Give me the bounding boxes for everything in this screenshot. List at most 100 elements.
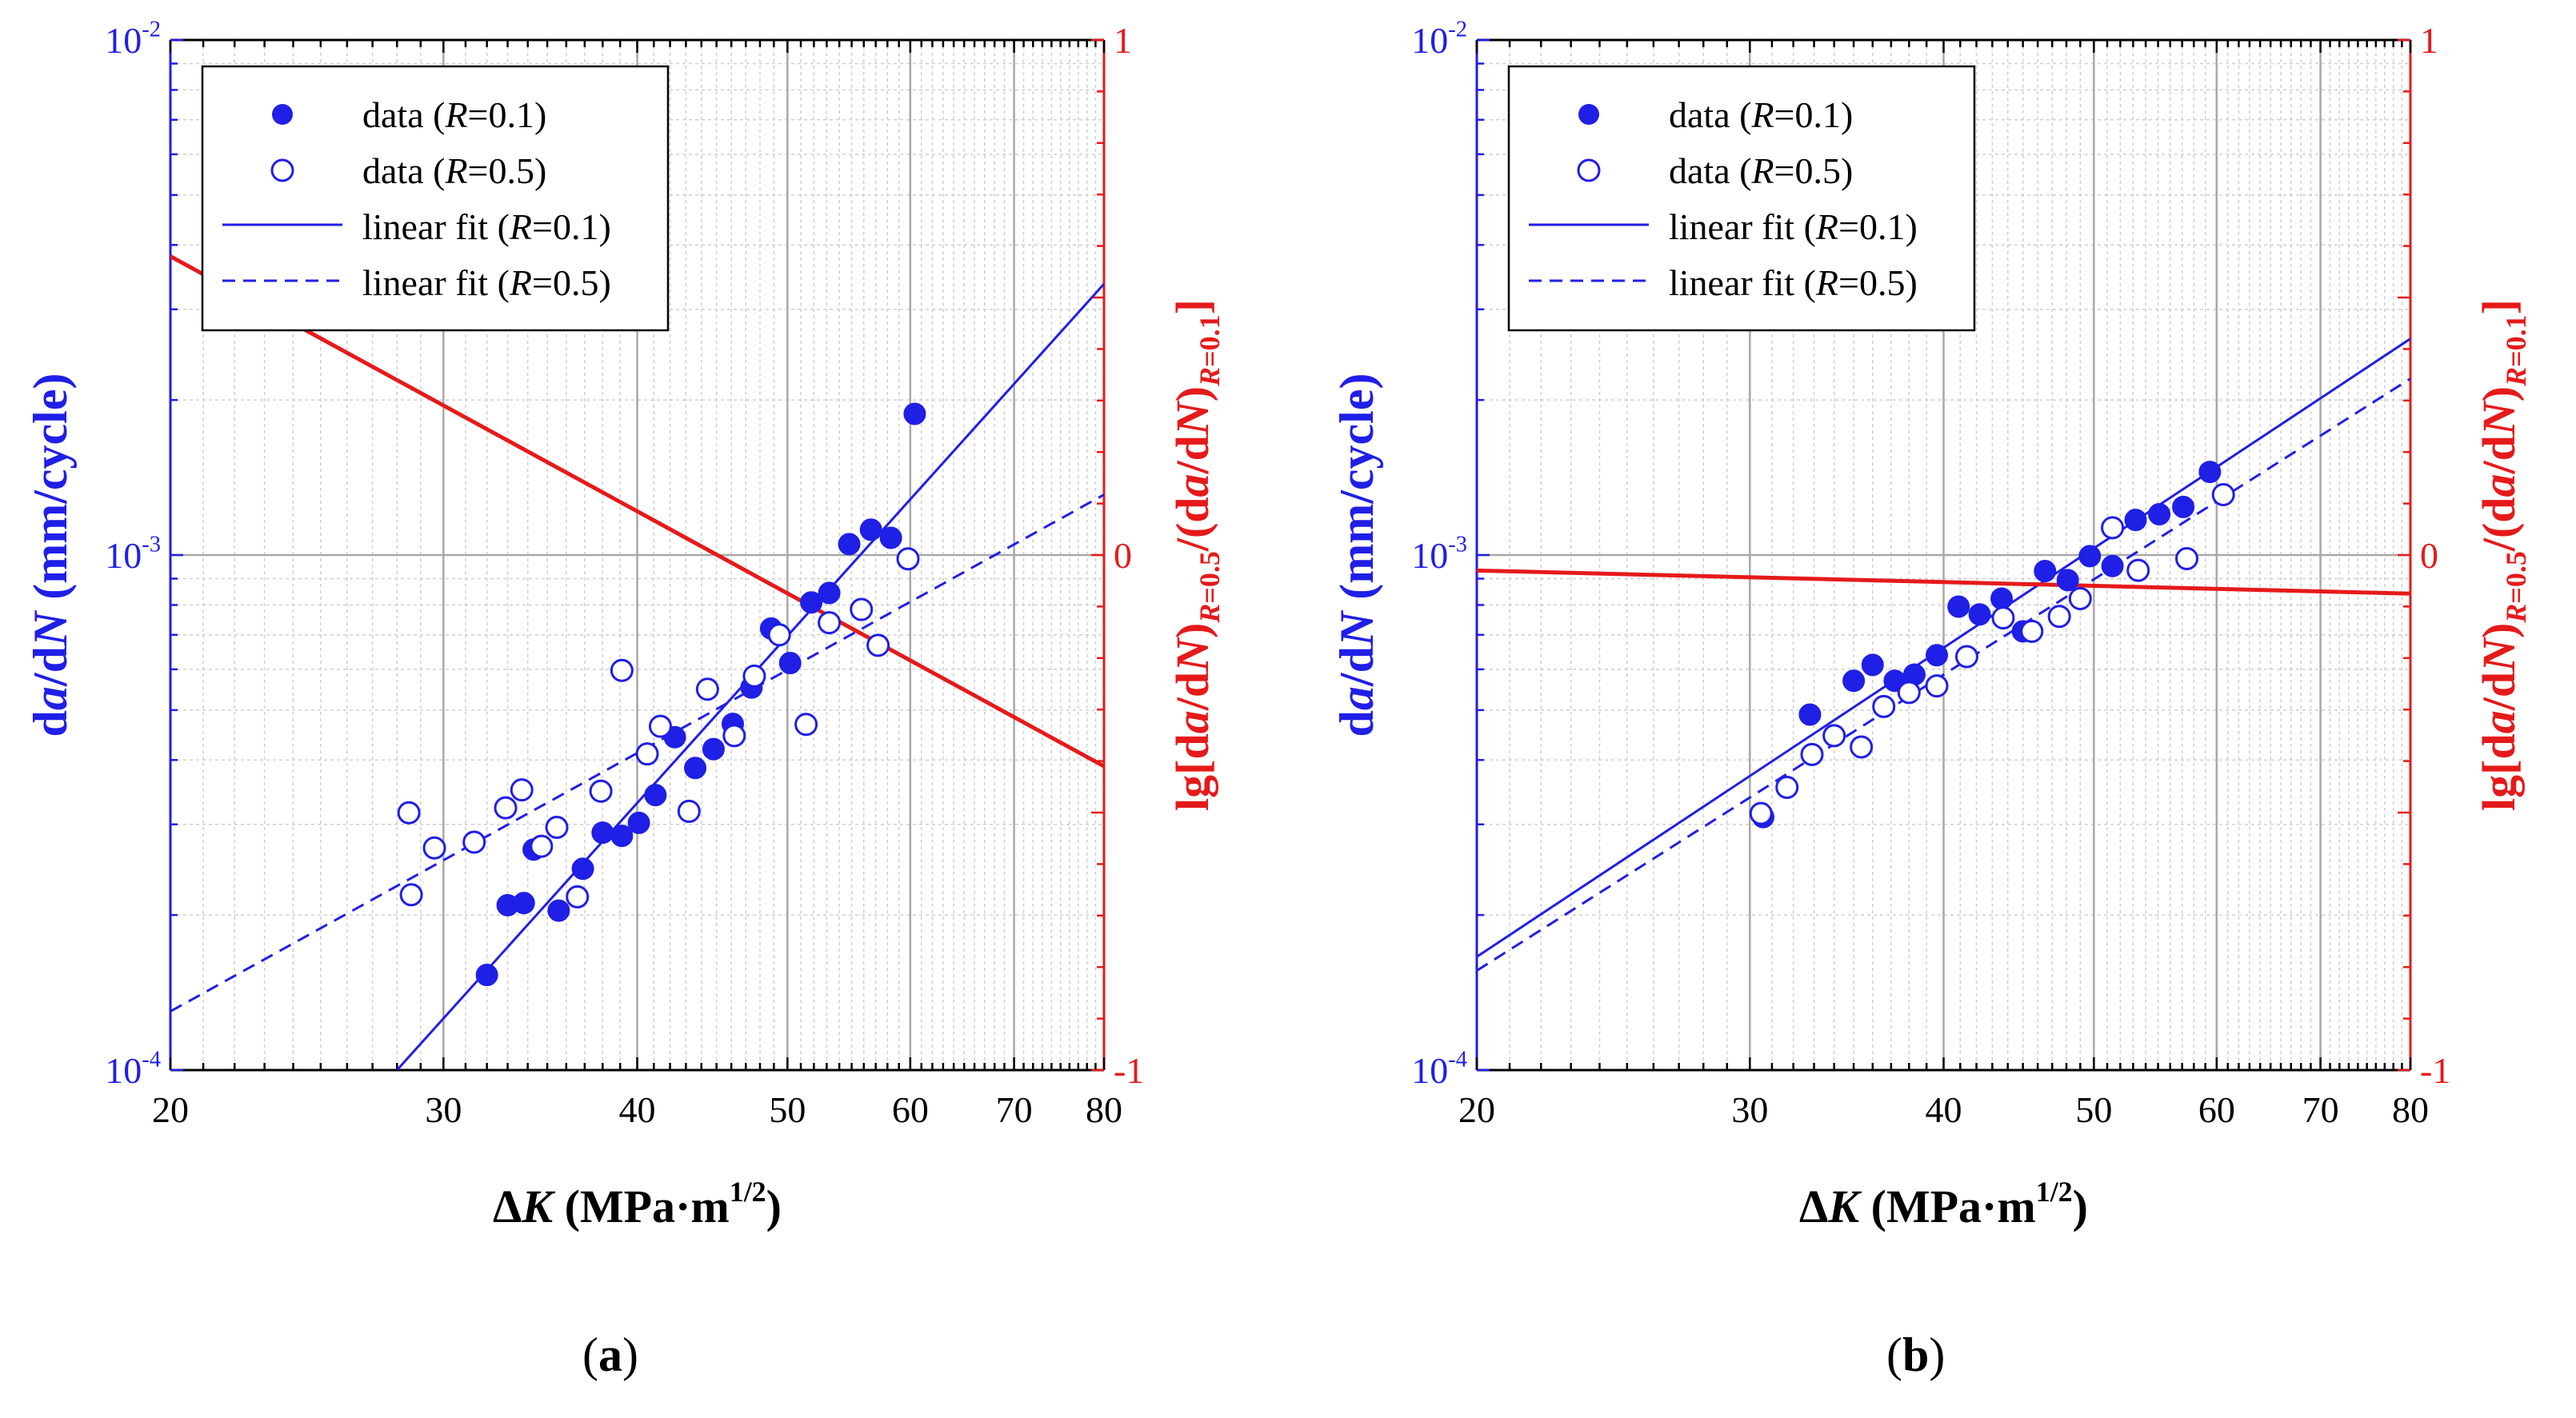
data-point-r01 (644, 784, 667, 807)
y-tick-label: 10-3 (1411, 532, 1467, 576)
data-point-r05 (742, 664, 766, 688)
data-point-r01 (512, 892, 535, 915)
x-tick-label: 20 (152, 1089, 189, 1130)
data-point-r05 (1925, 674, 1949, 698)
data-point-r05 (866, 633, 890, 657)
legend-label: linear fit (R=0.1) (362, 206, 611, 247)
data-point-r05 (1850, 735, 1874, 759)
y-tick-label: 10-2 (105, 17, 161, 61)
data-point-r05 (767, 623, 791, 647)
data-point-r01 (1842, 669, 1866, 693)
y-tick-label: 10-3 (105, 532, 161, 576)
data-point-r01 (2078, 545, 2102, 568)
legend-label: data (R=0.1) (1669, 94, 1853, 135)
data-point-r05 (2020, 619, 2044, 643)
data-point-r05 (818, 611, 842, 635)
data-point-r05 (695, 677, 719, 701)
legend-marker-open (270, 158, 294, 182)
data-point-r01 (903, 402, 926, 425)
x-tick-label: 50 (2075, 1089, 2112, 1130)
y2-axis-title: lg[da/dN)R=0.5/(da/dN)R=0.1] (2473, 299, 2532, 811)
data-point-r01 (591, 821, 614, 845)
data-point-r05 (1872, 694, 1896, 718)
data-point-r01 (2101, 554, 2124, 577)
x-tick-label: 40 (619, 1089, 656, 1130)
data-point-r05 (399, 883, 423, 907)
data-point-r05 (677, 799, 701, 823)
data-point-r01 (1947, 595, 1970, 618)
data-point-r05 (2101, 516, 2125, 540)
panel-label-b: (b) (1886, 1328, 1946, 1381)
data-point-r01 (800, 591, 823, 614)
legend-label: linear fit (R=0.1) (1669, 206, 1918, 247)
data-point-r01 (475, 964, 498, 987)
data-point-r01 (778, 652, 802, 675)
x-tick-label: 30 (1731, 1089, 1768, 1130)
fit-line-r05 (1477, 377, 2410, 972)
x-tick-label: 80 (2392, 1089, 2429, 1130)
data-point-r01 (1990, 587, 2014, 610)
y-tick-label: 10-4 (1411, 1047, 1467, 1091)
legend-label: data (R=0.5) (362, 150, 546, 191)
legend-label: data (R=0.1) (362, 94, 546, 135)
data-layer (170, 254, 1104, 1070)
data-point-r05 (850, 597, 874, 621)
chart-panel-b: 20 30 40 50 60 70 80 10-4 10-3 10-2 -1 0 1 data (R=0.… (1330, 17, 2532, 1232)
data-point-r05 (2175, 547, 2199, 571)
data-point-r05 (1800, 742, 1824, 766)
chart-panel-a: 20 30 40 50 60 70 80 10-4 10-3 10-2 -1 0 1 data (R=0.… (24, 17, 1226, 1232)
data-point-r01 (1798, 703, 1822, 726)
y2-tick-label: 0 (1114, 535, 1132, 576)
data-point-r05 (1822, 724, 1846, 748)
data-point-r01 (2148, 503, 2171, 526)
x-tick-label: 40 (1926, 1089, 1962, 1130)
data-point-r01 (702, 737, 725, 761)
data-point-r05 (2068, 586, 2092, 610)
data-point-r01 (2172, 495, 2195, 518)
data-point-r05 (896, 547, 920, 571)
data-point-r05 (610, 658, 634, 682)
x-tick-label: 30 (425, 1089, 462, 1130)
data-point-r05 (1991, 606, 2015, 630)
data-point-r05 (794, 713, 818, 737)
legend-label: linear fit (R=0.5) (1669, 262, 1918, 303)
data-point-r01 (610, 825, 634, 848)
data-point-r05 (510, 778, 534, 802)
y2-tick-label: -1 (1114, 1050, 1144, 1091)
data-point-r01 (2056, 569, 2079, 592)
y2-axis-title: lg[da/dN)R=0.5/(da/dN)R=0.1] (1166, 299, 1226, 811)
svg-text:lg[da/dN)R=0.5/(da/dN)R=0.1]: lg[da/dN)R=0.5/(da/dN)R=0.1] (2473, 299, 2532, 811)
legend-marker-filled (1578, 104, 1599, 125)
data-point-r05 (545, 815, 569, 839)
panel-label-a: (a) (582, 1328, 638, 1381)
svg-text:lg[da/dN)R=0.5/(da/dN)R=0.1]: lg[da/dN)R=0.5/(da/dN)R=0.1] (1166, 299, 1226, 811)
svg-text:da/dN (mm/cycle): da/dN (mm/cycle) (24, 373, 77, 737)
data-point-r05 (1897, 681, 1921, 705)
y-axis-title: da/dN (mm/cycle) (1330, 373, 1383, 737)
data-point-r01 (547, 899, 570, 922)
x-tick-label: 80 (1086, 1089, 1122, 1130)
data-point-r01 (1968, 603, 1991, 626)
legend: data (R=0.1) data (R=0.5) linear fit (R=0.… (201, 65, 670, 332)
data-point-r05 (1749, 801, 1773, 825)
y-tick-label: 10-4 (105, 1047, 161, 1091)
legend-label: linear fit (R=0.5) (362, 262, 611, 303)
x-tick-label: 60 (2198, 1089, 2235, 1130)
y-axis-title: da/dN (mm/cycle) (24, 373, 77, 737)
data-point-r01 (859, 518, 882, 541)
data-point-r01 (1861, 653, 1884, 677)
data-point-r05 (635, 742, 659, 766)
x-tick-label: 20 (1458, 1089, 1495, 1130)
data-point-r05 (722, 724, 746, 748)
y2-tick-label: 1 (2420, 20, 2438, 61)
data-point-r01 (571, 857, 594, 881)
data-point-r01 (838, 533, 861, 556)
data-point-r05 (462, 830, 486, 854)
data-point-r01 (879, 526, 902, 549)
ratio-line (170, 254, 1104, 769)
data-point-r05 (566, 885, 590, 909)
data-point-r05 (589, 779, 613, 803)
x-tick-label: 50 (769, 1089, 806, 1130)
y2-tick-label: -1 (2420, 1050, 2450, 1091)
